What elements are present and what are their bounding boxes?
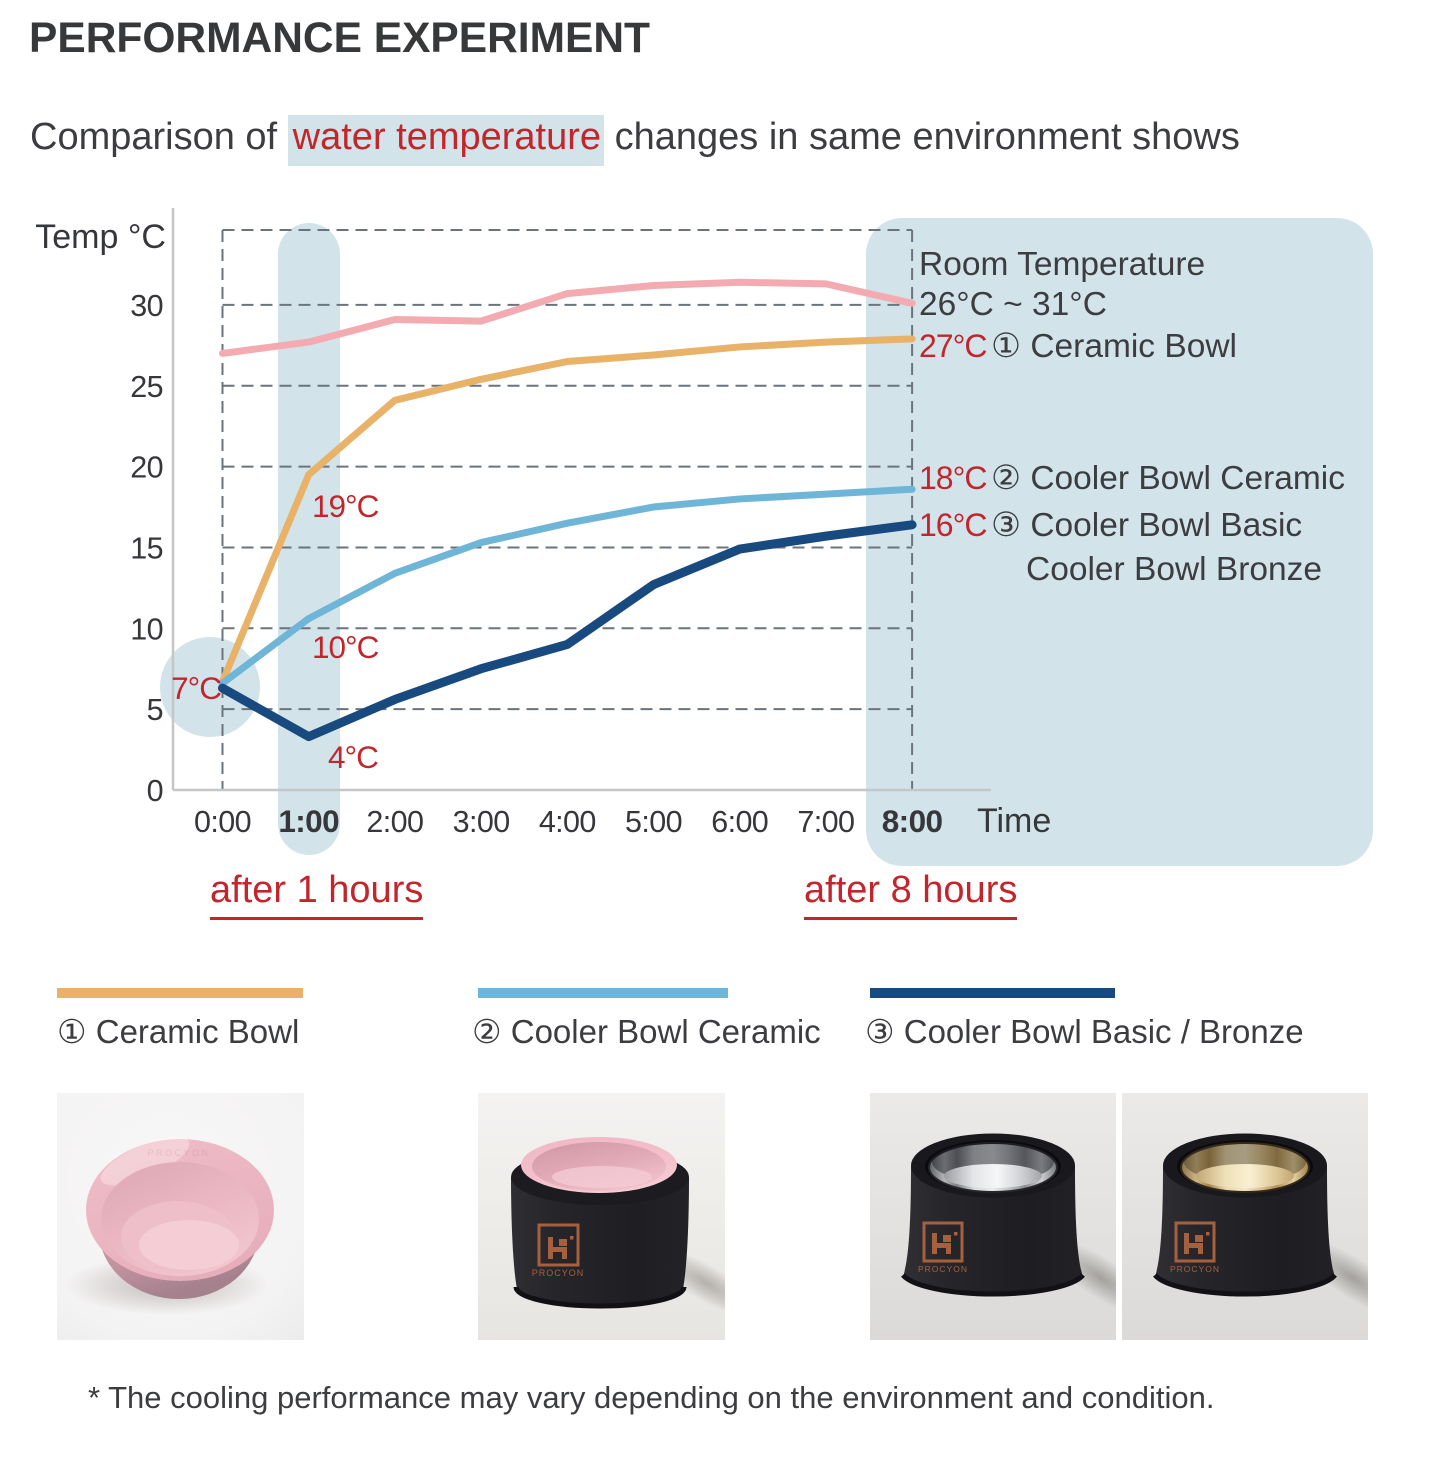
brand-logo-text: PROCYON (918, 1264, 968, 1274)
y-axis-title: Temp °C (35, 218, 166, 256)
legend-label-ceramic-bowl: ① Ceramic Bowl (57, 1013, 300, 1050)
insert-metal-bright (1196, 1164, 1294, 1188)
line-ceramic-bowl (219, 335, 916, 686)
bowl-body (1155, 1166, 1335, 1297)
callout-after-1-hours: after 1 hours (210, 869, 424, 920)
product-photo-ceramic-bowl: PROCYON (57, 1093, 304, 1340)
x-tick-5-00: 5:00 (625, 805, 682, 839)
x-tick-8-00: 8:00 (882, 803, 943, 839)
line-room-temperature (219, 278, 916, 357)
bowl-rim-highlight (100, 1136, 190, 1186)
y-tick-5: 5 (147, 693, 163, 727)
legend-swatch-ceramic (57, 988, 303, 998)
brand-logo: PROCYON (918, 1221, 968, 1274)
brand-logo: PROCYON (532, 1223, 585, 1278)
legend-swatch-cooler-basic (870, 988, 1115, 998)
legend-room-line2: 26°C ~ 31°C (919, 286, 1107, 323)
product-photo-cooler-bowl-bronze: PROCYON (1122, 1093, 1368, 1340)
product-photo-cooler-bowl-basic: PROCYON (870, 1093, 1116, 1340)
y-tick-20: 20 (130, 451, 163, 485)
annotation-4c: 4°C (328, 739, 378, 775)
bowl-body (511, 1177, 689, 1306)
legend-label-cooler-ceramic: ② Cooler Bowl Ceramic (991, 460, 1345, 497)
subtitle-highlight: water temperature (287, 115, 605, 166)
subtitle-post: changes in same environment shows (604, 116, 1240, 158)
x-tick-1-00: 1:00 (278, 803, 339, 839)
legend-room-line1: Room Temperature (919, 246, 1205, 283)
chart-highlights (160, 218, 1373, 866)
line-cooler-bowl-ceramic (219, 485, 916, 687)
y-tick-0: 0 (147, 774, 163, 808)
bowl-body (903, 1166, 1083, 1297)
brand-logo-text: PROCYON (1170, 1264, 1220, 1274)
gridlines (221, 229, 914, 790)
tick-labels: 0 5 10 15 20 25 30 0:00 1:00 2:00 3:00 4:00 5:00 6:00… (130, 289, 943, 839)
x-tick-4-00: 4:00 (539, 805, 596, 839)
y-tick-30: 30 (130, 289, 163, 323)
x-axis-title: Time (977, 802, 1051, 840)
chart-texts: Temp °C Time 7°C 19°C 10°C 4°C Room Temp… (35, 218, 1345, 840)
subtitle: Comparison of water temperature changes … (30, 115, 1240, 166)
legend-label-cooler-bowl-basic-bronze: ③ Cooler Bowl Basic / Bronze (865, 1013, 1304, 1050)
embossed-logo-text: PROCYON (147, 1148, 210, 1158)
highlight-box-8h (866, 218, 1373, 866)
annotation-10c: 10°C (312, 629, 379, 665)
insert-metal-bright (944, 1164, 1042, 1188)
y-tick-15: 15 (130, 531, 163, 565)
bowl-base-edge (1153, 1273, 1337, 1297)
y-tick-10: 10 (130, 612, 163, 646)
legend-label-cooler-basic: ③ Cooler Bowl Basic (991, 507, 1302, 544)
legend-label-ceramic: ① Ceramic Bowl (991, 328, 1237, 365)
bowl-base-edge (513, 1286, 687, 1309)
brand-logo-text: PROCYON (532, 1268, 585, 1278)
legend-temp-cooler-ceramic: 18°C (919, 460, 987, 496)
line-cooler-bowl-basic-bronze (218, 520, 917, 742)
legend-temp-cooler-basic: 16°C (919, 507, 987, 543)
footnote: * The cooling performance may vary depen… (88, 1380, 1215, 1415)
y-tick-25: 25 (130, 370, 163, 404)
chart-legend: Room Temperature 26°C ~ 31°C 27°C ① Cera… (919, 246, 1345, 588)
axes (171, 208, 991, 792)
bowl-inner-highlight (139, 1220, 239, 1270)
highlight-band-1h (278, 223, 340, 855)
callout-after-8-hours: after 8 hours (804, 869, 1018, 920)
x-tick-3-00: 3:00 (453, 805, 510, 839)
product-photo-cooler-bowl-ceramic: PROCYON (478, 1093, 725, 1340)
page-title: PERFORMANCE EXPERIMENT (29, 15, 651, 62)
subtitle-pre: Comparison of (30, 116, 288, 158)
legend-label-cooler-bowl-ceramic: ② Cooler Bowl Ceramic (472, 1013, 821, 1050)
x-tick-6-00: 6:00 (711, 805, 768, 839)
legend-temp-ceramic: 27°C (919, 328, 987, 364)
x-tick-2-00: 2:00 (366, 805, 423, 839)
legend-swatch-cooler-ceramic (478, 988, 728, 998)
highlight-circle-start (160, 637, 260, 737)
data-lines (218, 278, 917, 742)
brand-logo: PROCYON (1170, 1221, 1220, 1274)
bowl-base-edge (901, 1273, 1085, 1297)
annotation-7c: 7°C (171, 670, 221, 706)
x-tick-7-00: 7:00 (797, 805, 854, 839)
legend-label-cooler-bronze: Cooler Bowl Bronze (1026, 551, 1322, 588)
annotation-19c: 19°C (312, 488, 379, 524)
insert-inner-highlight (552, 1166, 652, 1188)
temperature-line-chart: 0 5 10 15 20 25 30 0:00 1:00 2:00 3:00 4:00 5:00 6:00… (35, 208, 1373, 866)
x-tick-0-00: 0:00 (194, 805, 251, 839)
